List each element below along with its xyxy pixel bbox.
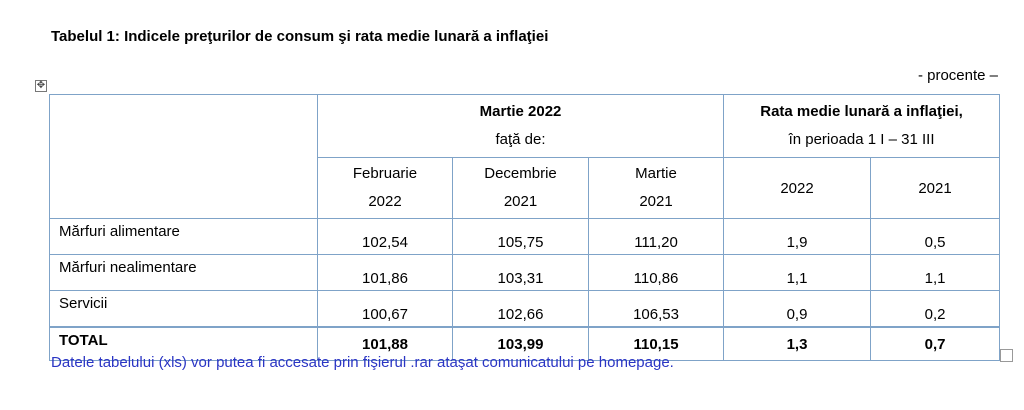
total-value: 0,7 (870, 326, 1001, 361)
cpi-table: Martie 2022 faţă de: Rata medie lunară a… (49, 94, 1001, 361)
group-header-inflation: Rata medie lunară a inflaţiei, în perioa… (723, 94, 1001, 158)
total-value: 1,3 (723, 326, 872, 361)
col-header-line: Martie (635, 165, 677, 182)
col-header-februarie-2022: Februarie 2022 (317, 157, 453, 219)
cell-value: 0,2 (870, 290, 1001, 328)
total-value: 110,15 (587, 326, 725, 361)
cell-value: 105,75 (452, 218, 589, 255)
table-row: Mărfuri nealimentare 101,86 103,31 110,8… (49, 254, 1001, 291)
group-header-inflation-title: Rata medie lunară a inflaţiei, (760, 103, 963, 120)
group-header-martie-subtitle: faţă de: (495, 131, 546, 148)
col-header-line: Februarie (352, 165, 418, 182)
cell-value: 0,5 (870, 218, 1001, 255)
col-header-2021: 2021 (870, 157, 1001, 219)
col-header-line: 2021 (639, 193, 673, 210)
cell-value: 100,67 (317, 290, 453, 328)
cell-value: 110,86 (587, 254, 725, 291)
group-header-martie: Martie 2022 faţă de: (316, 94, 725, 158)
table-row: Servicii 100,67 102,66 106,53 0,9 0,2 (49, 290, 1001, 328)
cell-value: 101,86 (317, 254, 453, 291)
row-label: Mărfuri alimentare (49, 218, 318, 255)
table-title: Tabelul 1: Indicele preţurilor de consum… (51, 28, 549, 45)
cell-value: 106,53 (587, 290, 725, 328)
total-value: 101,88 (317, 326, 453, 361)
col-header-martie-2021: Martie 2021 (587, 157, 725, 219)
group-header-inflation-subtitle: în perioada 1 I – 31 III (788, 131, 935, 148)
cell-value: 103,31 (452, 254, 589, 291)
cell-value: 1,9 (723, 218, 872, 255)
cell-value: 111,20 (587, 218, 725, 255)
row-label: Mărfuri nealimentare (49, 254, 318, 291)
col-header-decembrie-2021: Decembrie 2021 (452, 157, 589, 219)
cell-value: 1,1 (870, 254, 1001, 291)
empty-corner-cell (49, 94, 318, 219)
cell-value: 1,1 (723, 254, 872, 291)
cell-value: 102,66 (452, 290, 589, 328)
footnote: Datele tabelului (xls) vor putea fi acce… (51, 354, 674, 371)
row-label: Servicii (49, 290, 318, 328)
total-row: TOTAL 101,88 103,99 110,15 1,3 0,7 (49, 326, 1001, 361)
col-header-line: 2021 (503, 193, 538, 210)
col-header-line: Decembrie (484, 165, 557, 182)
unit-label: - procente – (917, 67, 998, 84)
col-header-line: 2022 (368, 193, 402, 210)
table-resize-handle[interactable] (1000, 349, 1013, 362)
total-label: TOTAL (49, 326, 318, 361)
group-header-martie-title: Martie 2022 (479, 103, 562, 120)
cell-value: 102,54 (317, 218, 453, 255)
move-anchor-icon[interactable]: ✥ (35, 80, 47, 92)
cell-value: 0,9 (723, 290, 872, 328)
col-header-2022: 2022 (723, 157, 872, 219)
table-row: Mărfuri alimentare 102,54 105,75 111,20 … (49, 218, 1001, 255)
